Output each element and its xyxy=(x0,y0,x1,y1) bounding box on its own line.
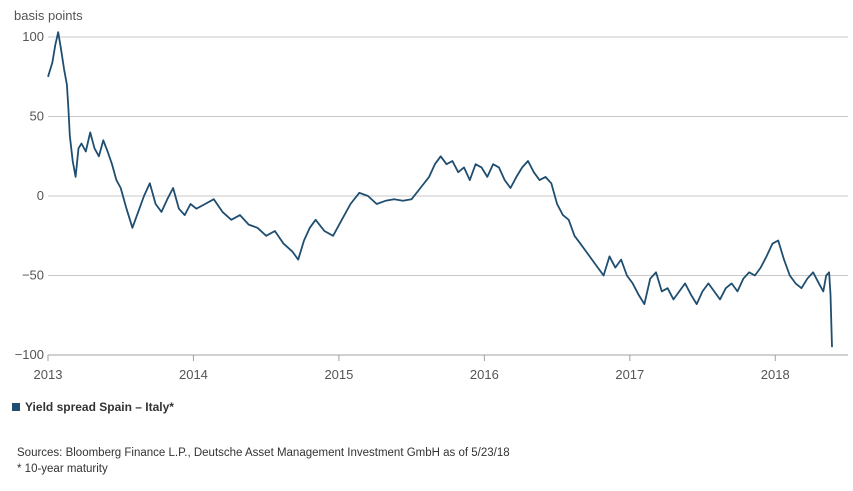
y-tick-label: −100 xyxy=(15,347,44,362)
line-chart: basis points 100 50 0 −50 −100 2013 2014 2015 2… xyxy=(14,8,848,382)
x-tick-label: 2018 xyxy=(761,367,790,382)
x-tick-label: 2015 xyxy=(324,367,353,382)
y-tick-label: 100 xyxy=(22,29,44,44)
series-line-yield-spread xyxy=(47,31,833,348)
y-tick-label: 0 xyxy=(37,188,44,203)
x-tick-label: 2016 xyxy=(470,367,499,382)
footnote: * 10-year maturity xyxy=(17,463,108,475)
y-tick-label: 50 xyxy=(30,109,44,124)
x-tick-label: 2013 xyxy=(34,367,63,382)
legend-label: Yield spread Spain – Italy* xyxy=(25,400,174,414)
legend: Yield spread Spain – Italy* xyxy=(12,400,174,414)
legend-swatch xyxy=(12,403,20,411)
y-tick-label: −50 xyxy=(22,268,44,283)
y-axis-label: basis points xyxy=(14,8,83,23)
x-tick-label: 2017 xyxy=(615,367,644,382)
source-note: Sources: Bloomberg Finance L.P., Deutsch… xyxy=(17,447,510,459)
x-tick-label: 2014 xyxy=(179,367,208,382)
